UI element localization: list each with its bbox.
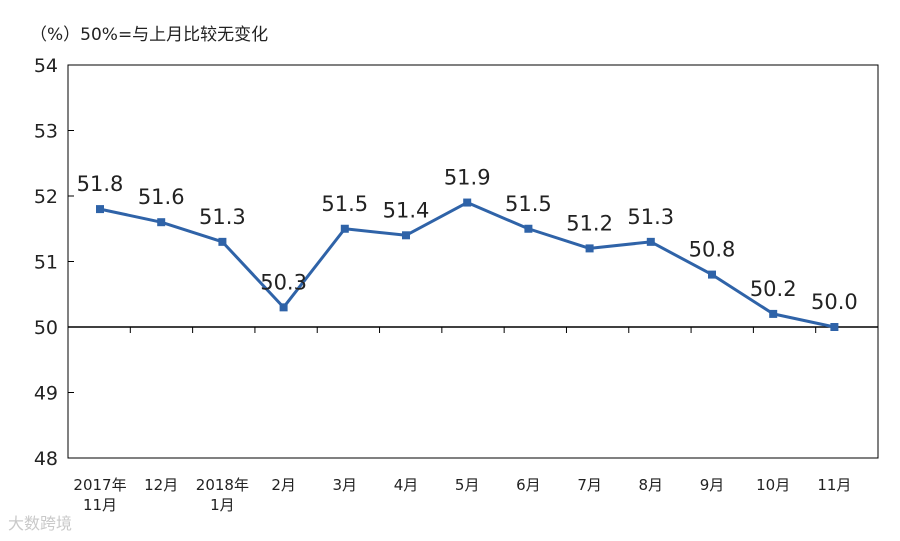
data-label: 50.2 (750, 277, 797, 301)
x-tick-label: 2月 (271, 476, 296, 494)
y-tick-label: 51 (34, 252, 58, 274)
plot-frame (67, 64, 879, 459)
x-tick-label: 8月 (639, 476, 664, 494)
data-label: 51.4 (383, 198, 430, 222)
data-label: 51.2 (566, 211, 613, 235)
y-tick-label: 50 (34, 317, 58, 339)
data-point (585, 244, 594, 253)
x-tick-label: 6月 (516, 476, 541, 494)
y-tick-label: 48 (34, 448, 58, 470)
x-tick-label: 9月 (700, 476, 725, 494)
data-label: 50.3 (260, 270, 307, 294)
x-tick-label: 2018年 1月 (196, 476, 249, 514)
data-point (463, 198, 472, 207)
watermark-text: 大数跨境 (8, 514, 73, 533)
data-point (830, 323, 839, 331)
data-point (769, 309, 778, 318)
unit-note: （%）50%=与上月比较无变化 (30, 25, 269, 45)
x-tick-label: 10月 (756, 476, 790, 494)
y-tick-label: 52 (34, 186, 58, 208)
data-point (402, 231, 410, 240)
x-tick-label: 4月 (394, 476, 419, 494)
data-label: 51.3 (627, 205, 674, 229)
data-point (524, 224, 533, 233)
data-point (340, 224, 349, 233)
data-point (646, 237, 655, 246)
data-label: 50.8 (689, 238, 736, 262)
x-tick-label: 3月 (333, 476, 358, 494)
data-label: 51.5 (321, 192, 368, 216)
data-label: 51.6 (138, 185, 185, 209)
x-tick-label: 2017年 11月 (73, 476, 126, 514)
x-tick-label: 7月 (577, 476, 602, 494)
y-tick-label: 49 (34, 383, 58, 405)
data-label: 50.0 (811, 290, 858, 314)
data-point (218, 237, 227, 246)
data-point (157, 218, 166, 227)
data-label: 51.9 (444, 166, 491, 190)
y-tick-label: 54 (34, 55, 58, 77)
data-label: 51.5 (505, 192, 552, 216)
data-point (96, 205, 104, 214)
x-tick-label: 12月 (144, 476, 178, 494)
x-tick-label: 5月 (455, 476, 480, 494)
data-label: 51.8 (77, 172, 124, 196)
data-point (708, 270, 716, 279)
x-tick-label: 11月 (817, 476, 851, 494)
y-tick-label: 53 (34, 121, 58, 143)
data-label: 51.3 (199, 205, 246, 229)
data-point (279, 303, 288, 312)
